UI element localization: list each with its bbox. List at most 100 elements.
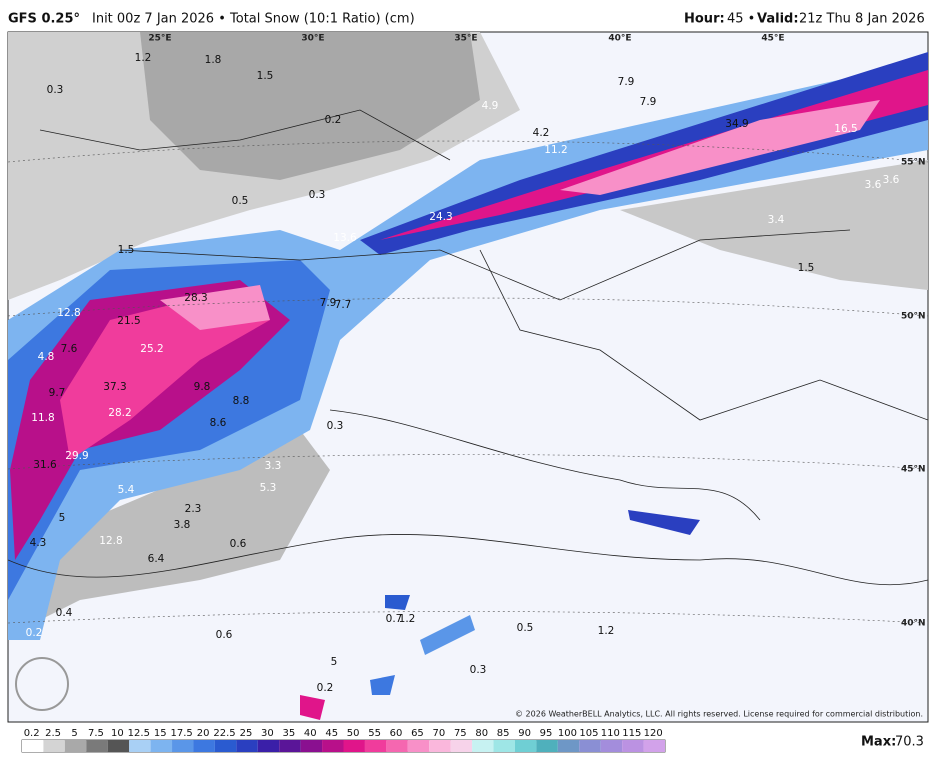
colorbar-swatch (493, 740, 515, 752)
colorbar-label: 90 (518, 728, 531, 739)
snow-label: 5.4 (118, 484, 135, 496)
snow-label: 8.6 (210, 417, 227, 429)
snow-label: 3.6 (883, 174, 900, 186)
snow-label: 4.2 (533, 127, 550, 139)
colorbar-label: 25 (240, 728, 253, 739)
colorbar-label: 0.2 (24, 728, 40, 739)
snow-label: 1.5 (118, 244, 135, 256)
colorbar-label: 60 (390, 728, 403, 739)
snow-label: 0.4 (56, 607, 73, 619)
snow-label: 9.8 (194, 381, 211, 393)
colorbar-label: 12.5 (128, 728, 150, 739)
colorbar-swatch (257, 740, 280, 752)
longitude-label: 30°E (301, 34, 324, 44)
colorbar-swatch (343, 740, 365, 752)
colorbar-swatch (643, 740, 665, 752)
colorbar-label: 50 (347, 728, 360, 739)
colorbar-swatch (472, 740, 494, 752)
colorbar-label: 120 (644, 728, 663, 739)
snow-label: 29.9 (65, 450, 88, 462)
colorbar-swatch (429, 740, 451, 752)
snow-label: 1.5 (798, 262, 815, 274)
model: GFS 0.25° (8, 12, 80, 27)
latitude-label: 45°N (901, 465, 926, 475)
colorbar-swatch (64, 740, 87, 752)
max-label: Max: (861, 735, 896, 750)
snow-label: 24.3 (429, 211, 452, 223)
snow-label: 12.8 (57, 307, 80, 319)
snow-label: 5.3 (260, 482, 277, 494)
copyright: © 2026 WeatherBELL Analytics, LLC. All r… (515, 710, 923, 719)
snow-label: 7.7 (335, 299, 352, 311)
snow-label: 1.2 (399, 613, 416, 625)
snow-label: 0.2 (325, 114, 342, 126)
colorbar-label: 5 (71, 728, 77, 739)
snow-label: 34.9 (725, 118, 748, 130)
snow-label: 1.5 (257, 70, 274, 82)
colorbar-label: 7.5 (88, 728, 104, 739)
hour-label: Hour: (684, 12, 725, 27)
snow-label: 1.8 (205, 54, 222, 66)
run-info: Init 00z 7 Jan 2026 • Total Snow (10:1 R… (92, 12, 415, 27)
colorbar-label: 30 (261, 728, 274, 739)
snow-label: 4.9 (482, 100, 499, 112)
colorbar-swatch (622, 740, 644, 752)
colorbar-label: 70 (433, 728, 446, 739)
snow-label: 5 (59, 512, 66, 524)
colorbar-swatch (193, 740, 215, 752)
snow-label: 1.2 (598, 625, 615, 637)
colorbar-swatch (386, 740, 408, 752)
colorbar-label: 40 (304, 728, 317, 739)
snow-label: 21.5 (117, 315, 140, 327)
snow-label: 16.5 (834, 123, 857, 135)
colorbar-label: 2.5 (45, 728, 61, 739)
colorbar-swatch (450, 740, 473, 752)
snow-label: 3.4 (768, 214, 785, 226)
colorbar-label: 85 (497, 728, 510, 739)
longitude-label: 25°E (148, 34, 171, 44)
hour: 45 • (727, 12, 755, 27)
snow-label: 0.5 (232, 195, 249, 207)
snow-label: 9.7 (49, 387, 66, 399)
latitude-label: 40°N (901, 619, 926, 629)
snow-label: 0.3 (470, 664, 487, 676)
colorbar-swatch (514, 740, 537, 752)
colorbar-swatch (557, 740, 580, 752)
snow-label: 28.2 (108, 407, 131, 419)
colorbar-swatch (236, 740, 258, 752)
snow-label: 0.6 (230, 538, 247, 550)
colorbar-label: 80 (475, 728, 488, 739)
colorbar-label: 100 (558, 728, 577, 739)
colorbar-label: 105 (579, 728, 598, 739)
snow-label: 11.8 (31, 412, 54, 424)
longitude-label: 35°E (454, 34, 477, 44)
colorbar-label: 110 (601, 728, 620, 739)
colorbar-swatch (129, 740, 151, 752)
colorbar-label: 22.5 (213, 728, 235, 739)
snow-label: 12.8 (99, 535, 122, 547)
snow-label: 0.3 (47, 84, 64, 96)
colorbar-swatch (300, 740, 323, 752)
snow-label: 3.6 (865, 179, 882, 191)
snow-label: 7.6 (61, 343, 78, 355)
snow-label: 0.3 (309, 189, 326, 201)
colorbar-swatch (579, 740, 601, 752)
snow-label: 0.3 (327, 420, 344, 432)
snow-label: 6.4 (148, 553, 165, 565)
valid: 21z Thu 8 Jan 2026 (799, 12, 925, 27)
colorbar-swatch (536, 740, 558, 752)
snow-label: 37.3 (103, 381, 126, 393)
snow-label: 11.2 (544, 144, 567, 156)
colorbar-label: 17.5 (171, 728, 193, 739)
snow-label: 28.3 (184, 292, 207, 304)
colorbar-label: 15 (154, 728, 167, 739)
colorbar-swatch (279, 740, 301, 752)
colorbar-swatch (600, 740, 623, 752)
snow-label: 7.9 (640, 96, 657, 108)
colorbar-swatch (43, 740, 65, 752)
snow-label: 0.7 (386, 613, 403, 625)
colorbar-label: 55 (368, 728, 381, 739)
snow-label: 0.5 (517, 622, 534, 634)
colorbar-swatch (107, 740, 130, 752)
snow-label: 8.8 (233, 395, 250, 407)
